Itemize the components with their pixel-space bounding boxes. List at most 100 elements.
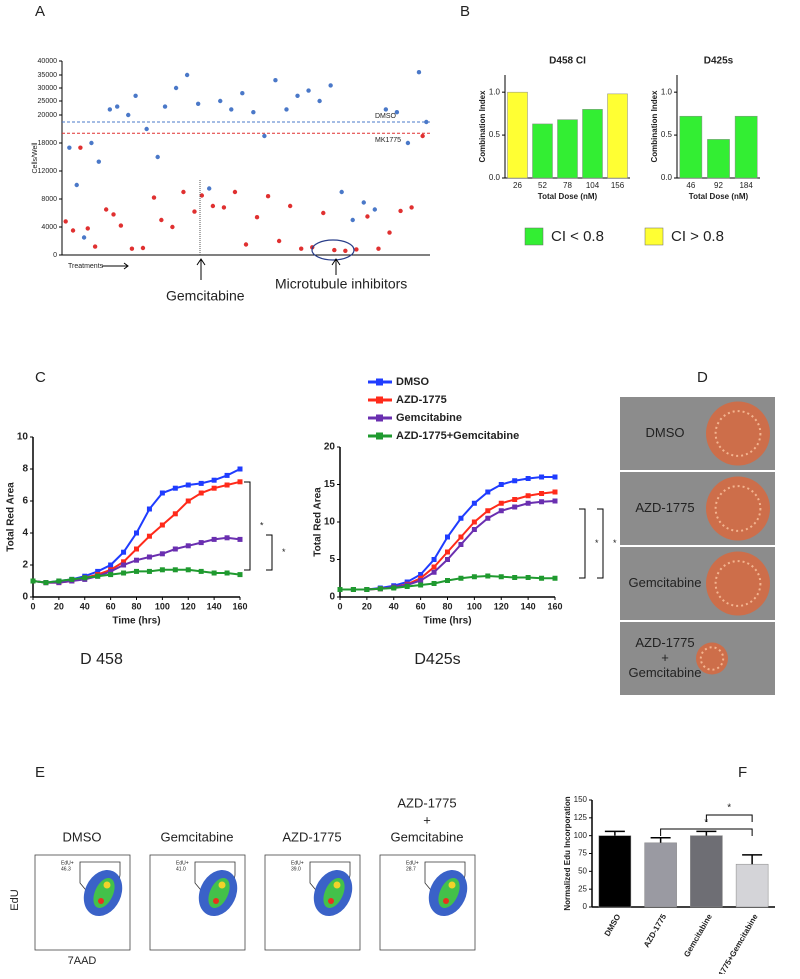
significance-bracket <box>266 534 273 571</box>
data-marker <box>237 536 243 542</box>
gate-value: 41.0 <box>176 866 186 872</box>
data-point <box>63 219 68 224</box>
x-tick-label: 0 <box>30 601 35 611</box>
x-tick-label: 20 <box>54 601 64 611</box>
data-marker <box>539 474 545 480</box>
data-marker <box>471 519 477 525</box>
colony <box>706 401 770 466</box>
y-tick-label: 50 <box>578 866 587 875</box>
y-axis-label: Normalized Edu Incorporation <box>563 796 572 910</box>
data-point <box>276 238 282 244</box>
data-marker <box>211 485 217 491</box>
legend-label: CI > 0.8 <box>671 228 724 245</box>
density <box>448 881 456 889</box>
significance: * <box>282 547 286 557</box>
data-point <box>126 112 131 118</box>
data-marker <box>198 490 204 496</box>
x-tick-label: 100 <box>467 601 482 611</box>
data-marker <box>146 506 152 512</box>
data-marker <box>471 574 477 580</box>
bar <box>507 91 528 179</box>
data-point <box>210 203 216 209</box>
data-point <box>383 107 389 112</box>
y-axis-label: Combination Index <box>650 90 659 163</box>
significance-bracket <box>244 481 251 571</box>
arrow <box>331 258 341 275</box>
data-point <box>89 140 94 146</box>
data-marker <box>69 576 75 582</box>
data-marker <box>458 515 464 521</box>
series-line <box>32 468 241 584</box>
data-marker <box>552 489 558 495</box>
arrow <box>196 258 206 280</box>
data-marker <box>471 527 477 532</box>
data-marker <box>391 585 397 591</box>
y-tick-label: 0 <box>53 252 57 259</box>
y-tick-label: 10 <box>17 432 29 443</box>
data-point <box>107 107 113 112</box>
data-marker <box>185 498 191 504</box>
y-tick-label: 4 <box>22 528 28 539</box>
data-point <box>284 107 289 112</box>
data-point <box>254 215 260 220</box>
data-marker <box>512 478 518 484</box>
y-tick-label: 0 <box>22 592 28 603</box>
data-marker <box>108 562 114 568</box>
data-marker <box>512 575 518 580</box>
error-bar <box>742 854 763 865</box>
legend-marker <box>376 414 383 422</box>
panel-label: B <box>460 3 470 20</box>
data-point <box>85 226 90 231</box>
data-marker <box>445 557 450 562</box>
y-tick-label: 25000 <box>38 98 58 105</box>
data-marker <box>237 479 243 485</box>
data-marker <box>458 534 464 540</box>
x-tick-label: 52 <box>538 181 547 190</box>
data-point <box>207 186 212 191</box>
x-tick-label: 20 <box>362 601 372 611</box>
data-marker <box>237 466 243 472</box>
data-point <box>354 247 359 252</box>
data-marker <box>458 575 464 581</box>
x-tick-label: 160 <box>232 601 247 611</box>
data-marker <box>121 549 127 555</box>
bar <box>532 123 553 179</box>
data-marker <box>418 582 424 588</box>
data-point <box>416 70 422 75</box>
data-point <box>232 189 238 195</box>
data-point <box>328 83 333 88</box>
y-tick-label: 0.0 <box>489 173 501 182</box>
y-tick-label: 5 <box>329 554 335 565</box>
data-point <box>181 189 186 195</box>
gate-label: EdU+ <box>291 860 304 866</box>
data-marker <box>43 580 49 586</box>
data-point <box>265 194 271 199</box>
data-marker <box>512 497 518 502</box>
bar <box>735 863 769 908</box>
legend-label: Gemcitabine <box>396 412 462 424</box>
y-tick-label: 2 <box>22 560 28 571</box>
data-marker <box>525 493 531 499</box>
y-tick-label: 150 <box>574 795 588 804</box>
data-marker <box>95 568 101 574</box>
data-point <box>111 212 116 217</box>
x-tick-label: 104 <box>586 181 600 190</box>
y-tick-label: 35000 <box>38 72 58 79</box>
data-marker <box>134 568 139 574</box>
error-bar <box>604 830 625 836</box>
data-marker <box>485 489 491 495</box>
significance-bracket <box>579 508 586 579</box>
x-tick-label: 160 <box>547 601 562 611</box>
data-marker <box>445 549 450 555</box>
data-point <box>317 98 322 104</box>
error-bar <box>650 837 671 843</box>
data-marker <box>525 476 531 481</box>
density <box>333 881 341 889</box>
data-point <box>350 217 355 223</box>
condition-title: Gemcitabine <box>161 829 234 844</box>
data-marker <box>159 551 165 557</box>
data-marker <box>377 586 383 592</box>
condition-label: + <box>661 650 669 665</box>
data-marker <box>445 534 450 540</box>
